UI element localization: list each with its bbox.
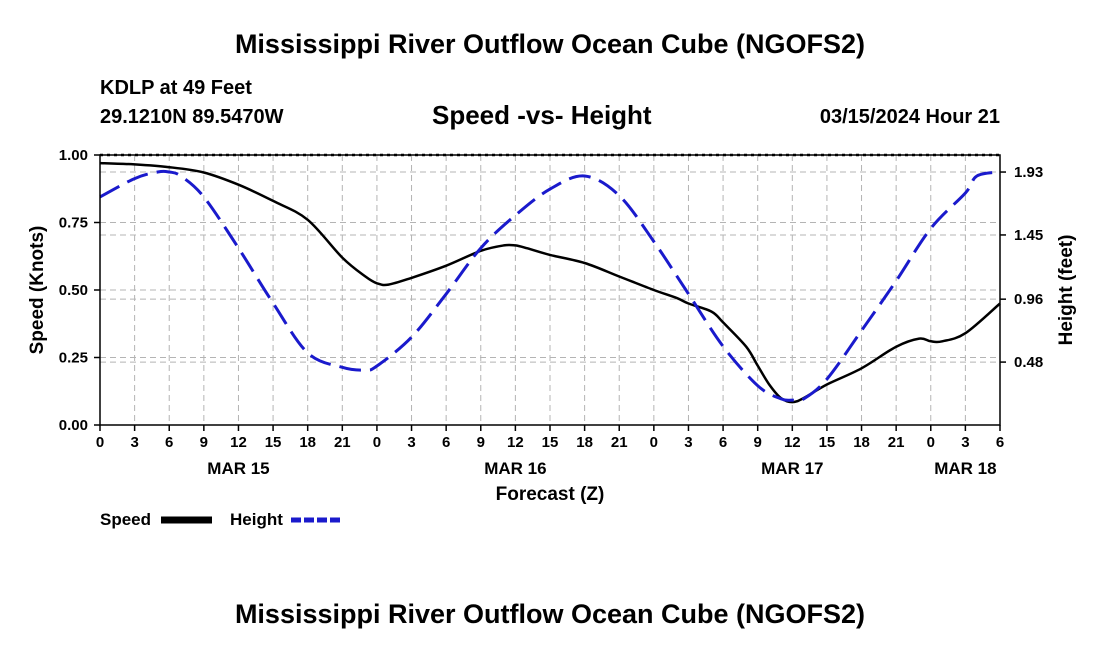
day-label: MAR 17 <box>761 459 823 478</box>
chart-title-top: Mississippi River Outflow Ocean Cube (NG… <box>234 29 866 59</box>
y2-tick-label: 0.96 <box>1014 291 1043 308</box>
y-tick-label: 0.00 <box>59 417 88 434</box>
x-tick-label: 9 <box>754 434 762 451</box>
station-label: KDLP at 49 Feet <box>100 77 252 99</box>
x-tick-label: 21 <box>611 434 628 451</box>
y-tick-label: 0.50 <box>59 282 88 299</box>
legend: Speed Height <box>100 510 343 529</box>
day-label: MAR 15 <box>207 459 269 478</box>
height-series-line <box>99 169 1001 403</box>
series-layer <box>99 161 1001 404</box>
x-tick-label: 0 <box>96 434 104 451</box>
y-axis-title: Speed (Knots) <box>27 226 48 355</box>
x-tick-label: 6 <box>996 434 1004 451</box>
y2-tick-label: 1.45 <box>1014 227 1043 244</box>
x-tick-label: 3 <box>130 434 138 451</box>
x-tick-label: 15 <box>542 434 559 451</box>
x-tick-label: 0 <box>927 434 935 451</box>
chart-subtitle: Speed -vs- Height <box>432 100 652 130</box>
x-tick-label: 3 <box>684 434 692 451</box>
x-tick-label: 9 <box>477 434 485 451</box>
x-tick-label: 3 <box>407 434 415 451</box>
x-tick-label: 21 <box>888 434 905 451</box>
x-tick-label: 6 <box>719 434 727 451</box>
x-tick-label: 0 <box>650 434 658 451</box>
x-tick-label: 6 <box>442 434 450 451</box>
legend-speed-label: Speed <box>100 510 151 529</box>
day-label: MAR 18 <box>934 459 996 478</box>
chart-title-bottom: Mississippi River Outflow Ocean Cube (NG… <box>234 599 866 629</box>
speed-series-line <box>99 161 1001 404</box>
x-tick-label: 15 <box>819 434 836 451</box>
y-tick-label: 1.00 <box>59 147 88 164</box>
x-tick-label: 12 <box>230 434 247 451</box>
x-tick-label: 15 <box>265 434 282 451</box>
x-tick-label: 3 <box>961 434 969 451</box>
x-tick-label: 0 <box>373 434 381 451</box>
y2-tick-label: 1.93 <box>1014 164 1043 181</box>
x-tick-label: 12 <box>507 434 524 451</box>
day-label: MAR 16 <box>484 459 546 478</box>
x-tick-label: 21 <box>334 434 351 451</box>
y2-axis-title: Height (feet) <box>1056 235 1077 346</box>
x-tick-label: 18 <box>576 434 593 451</box>
y-tick-label: 0.75 <box>59 215 88 232</box>
x-tick-label: 6 <box>165 434 173 451</box>
y2-tick-label: 0.48 <box>1014 354 1043 371</box>
legend-height-label: Height <box>230 510 283 529</box>
coordinates-label: 29.1210N 89.5470W <box>100 106 284 128</box>
x-axis-title: Forecast (Z) <box>496 484 605 505</box>
x-tick-label: 18 <box>299 434 316 451</box>
forecast-date-label: 03/15/2024 Hour 21 <box>819 106 1000 128</box>
x-tick-label: 9 <box>200 434 208 451</box>
axis-layer: 0 3 6 9 12 15 18 21 0 3 6 9 12 15 18 21 0 3 6 9 12 15 18 21 0 3 6 0… <box>59 147 1043 478</box>
grid-layer <box>100 155 1000 425</box>
x-tick-label: 12 <box>784 434 801 451</box>
x-tick-label: 18 <box>853 434 870 451</box>
y-tick-label: 0.25 <box>59 350 88 367</box>
